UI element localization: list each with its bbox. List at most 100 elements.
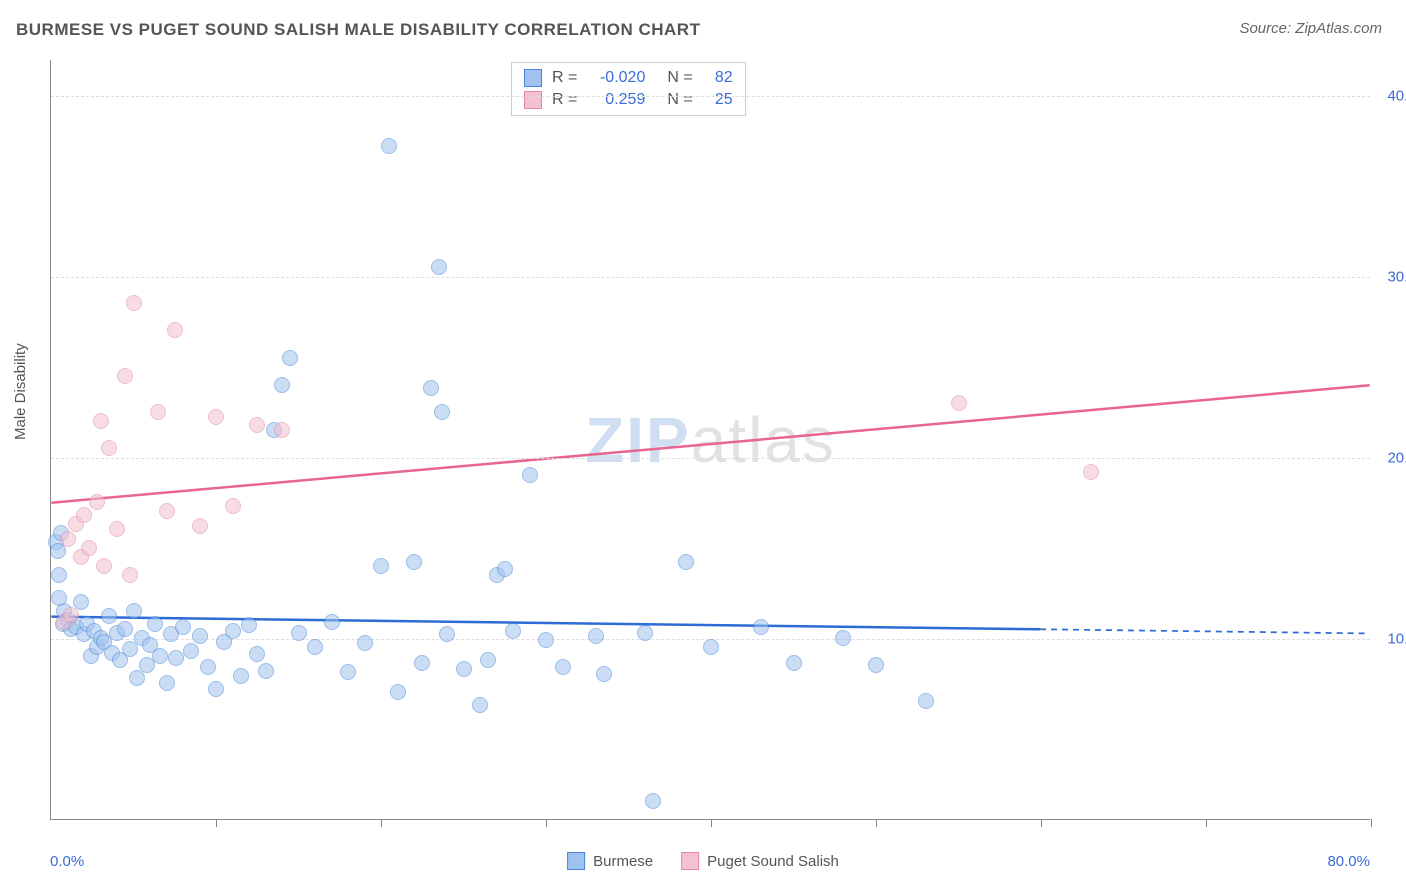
stats-row: R =-0.020N =82 — [524, 67, 733, 89]
legend-item: Burmese — [567, 852, 653, 870]
stats-box: R =-0.020N =82R =0.259N =25 — [511, 62, 746, 116]
x-tick — [546, 819, 547, 827]
chart-container: BURMESE VS PUGET SOUND SALISH MALE DISAB… — [0, 0, 1406, 892]
stats-r-label: R = — [552, 69, 577, 87]
gridline — [51, 96, 1370, 97]
x-axis-min-label: 0.0% — [50, 853, 84, 870]
data-point — [588, 628, 604, 644]
data-point — [147, 616, 163, 632]
legend: Burmese Puget Sound Salish — [567, 852, 839, 870]
data-point — [152, 648, 168, 664]
stats-row: R =0.259N =25 — [524, 89, 733, 111]
data-point — [159, 503, 175, 519]
x-tick — [216, 819, 217, 827]
y-tick-label: 30.0% — [1375, 269, 1406, 286]
data-point — [307, 639, 323, 655]
watermark-atlas: atlas — [691, 404, 836, 476]
data-point — [51, 590, 67, 606]
data-point — [96, 558, 112, 574]
data-point — [183, 643, 199, 659]
stats-n-value: 82 — [703, 69, 733, 87]
data-point — [76, 507, 92, 523]
chart-title: BURMESE VS PUGET SOUND SALISH MALE DISAB… — [16, 20, 700, 40]
x-tick — [1041, 819, 1042, 827]
data-point — [233, 668, 249, 684]
data-point — [241, 617, 257, 633]
stats-r-label: R = — [552, 91, 577, 109]
plot-area: ZIPatlas R =-0.020N =82R =0.259N =25 10.… — [50, 60, 1370, 820]
data-point — [291, 625, 307, 641]
data-point — [390, 684, 406, 700]
data-point — [282, 350, 298, 366]
x-tick — [876, 819, 877, 827]
data-point — [439, 626, 455, 642]
data-point — [126, 603, 142, 619]
y-tick-label: 40.0% — [1375, 88, 1406, 105]
data-point — [357, 635, 373, 651]
gridline — [51, 277, 1370, 278]
data-point — [951, 395, 967, 411]
data-point — [480, 652, 496, 668]
data-point — [918, 693, 934, 709]
data-point — [122, 567, 138, 583]
data-point — [51, 567, 67, 583]
data-point — [753, 619, 769, 635]
data-point — [258, 663, 274, 679]
data-point — [249, 646, 265, 662]
legend-swatch — [681, 852, 699, 870]
data-point — [637, 625, 653, 641]
data-point — [101, 440, 117, 456]
legend-label: Puget Sound Salish — [707, 853, 839, 870]
stats-r-value: 0.259 — [587, 91, 645, 109]
data-point — [192, 518, 208, 534]
trend-lines-svg — [51, 60, 1370, 819]
data-point — [101, 608, 117, 624]
data-point — [324, 614, 340, 630]
stats-r-value: -0.020 — [587, 69, 645, 87]
data-point — [835, 630, 851, 646]
source-label: Source: ZipAtlas.com — [1239, 20, 1382, 37]
data-point — [167, 322, 183, 338]
data-point — [200, 659, 216, 675]
data-point — [434, 404, 450, 420]
data-point — [373, 558, 389, 574]
data-point — [117, 621, 133, 637]
data-point — [456, 661, 472, 677]
data-point — [340, 664, 356, 680]
data-point — [596, 666, 612, 682]
data-point — [472, 697, 488, 713]
data-point — [249, 417, 265, 433]
data-point — [225, 498, 241, 514]
data-point — [175, 619, 191, 635]
data-point — [208, 681, 224, 697]
data-point — [414, 655, 430, 671]
data-point — [274, 377, 290, 393]
gridline — [51, 458, 1370, 459]
data-point — [274, 422, 290, 438]
legend-item: Puget Sound Salish — [681, 852, 839, 870]
data-point — [117, 368, 133, 384]
x-tick — [711, 819, 712, 827]
data-point — [645, 793, 661, 809]
data-point — [63, 607, 79, 623]
watermark: ZIPatlas — [585, 403, 836, 477]
data-point — [208, 409, 224, 425]
data-point — [60, 531, 76, 547]
x-tick — [1206, 819, 1207, 827]
data-point — [168, 650, 184, 666]
data-point — [431, 259, 447, 275]
data-point — [555, 659, 571, 675]
legend-swatch — [567, 852, 585, 870]
data-point — [497, 561, 513, 577]
x-axis-max-label: 80.0% — [1327, 853, 1370, 870]
y-tick-label: 10.0% — [1375, 631, 1406, 648]
data-point — [381, 138, 397, 154]
legend-label: Burmese — [593, 853, 653, 870]
data-point — [159, 675, 175, 691]
data-point — [423, 380, 439, 396]
data-point — [192, 628, 208, 644]
data-point — [406, 554, 422, 570]
stats-n-label: N = — [667, 91, 692, 109]
y-axis-title: Male Disability — [12, 343, 29, 440]
trend-line-dashed — [1040, 629, 1370, 633]
